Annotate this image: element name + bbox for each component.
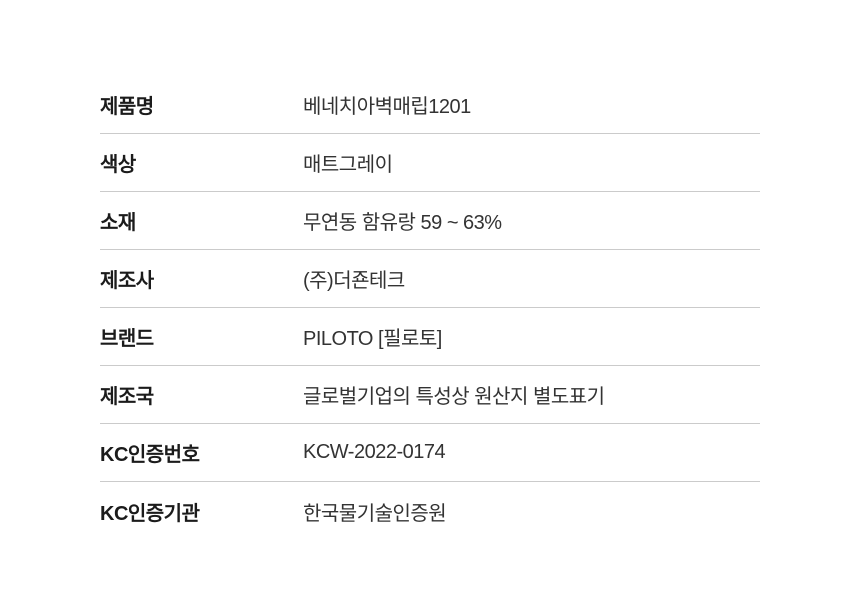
spec-value: (주)더죤테크 [303, 270, 405, 292]
spec-value: 무연동 함유랑 59 ~ 63% [303, 212, 502, 234]
spec-value: 한국물기술인증원 [303, 502, 447, 525]
spec-label: 제조국 [100, 386, 154, 408]
spec-label: KC인증기관 [100, 502, 200, 525]
spec-label: 제조사 [100, 270, 154, 292]
product-spec-table: 제품명 베네치아벽매립1201 색상 매트그레이 소재 무연동 함유랑 59 ~… [100, 76, 760, 540]
spec-label: 색상 [100, 154, 136, 176]
spec-value: PILOTO [필로토] [303, 328, 442, 350]
spec-value: 베네치아벽매립1201 [303, 96, 471, 118]
spec-row-material: 소재 무연동 함유랑 59 ~ 63% [100, 192, 760, 250]
spec-value: KCW-2022-0174 [303, 441, 446, 463]
spec-label: 소재 [100, 212, 136, 234]
spec-row-manufacturer: 제조사 (주)더죤테크 [100, 250, 760, 308]
spec-label: KC인증번호 [100, 444, 200, 466]
spec-row-color: 색상 매트그레이 [100, 134, 760, 192]
spec-value: 매트그레이 [303, 154, 393, 176]
spec-row-country-of-origin: 제조국 글로벌기업의 특성상 원산지 별도표기 [100, 366, 760, 424]
spec-label: 브랜드 [100, 328, 154, 350]
spec-label: 제품명 [100, 96, 154, 118]
spec-row-product-name: 제품명 베네치아벽매립1201 [100, 76, 760, 134]
spec-row-kc-cert-agency: KC인증기관 한국물기술인증원 [100, 482, 760, 540]
spec-row-kc-cert-number: KC인증번호 KCW-2022-0174 [100, 424, 760, 482]
spec-row-brand: 브랜드 PILOTO [필로토] [100, 308, 760, 366]
spec-value: 글로벌기업의 특성상 원산지 별도표기 [303, 386, 605, 408]
